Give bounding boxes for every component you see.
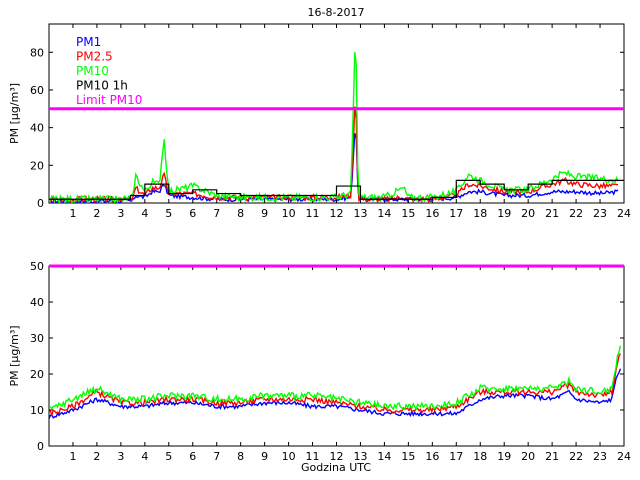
- x-tick-label: 5: [165, 207, 172, 220]
- y-tick-label: 40: [30, 122, 44, 135]
- x-tick-label: 2: [93, 450, 100, 463]
- x-tick-label: 14: [377, 450, 391, 463]
- x-tick-label: 6: [189, 207, 196, 220]
- x-tick-label: 19: [497, 207, 511, 220]
- legend-entry: PM1: [76, 35, 101, 49]
- x-tick-label: 20: [521, 450, 535, 463]
- x-tick-label: 14: [377, 207, 391, 220]
- x-tick-label: 24: [617, 207, 631, 220]
- y-tick-label: 60: [30, 84, 44, 97]
- x-tick-label: 8: [237, 207, 244, 220]
- x-tick-label: 15: [401, 450, 415, 463]
- y-tick-label: 30: [30, 332, 44, 345]
- x-tick-label: 9: [261, 207, 268, 220]
- x-tick-label: 18: [473, 207, 487, 220]
- x-tick-label: 10: [282, 450, 296, 463]
- x-tick-label: 5: [165, 450, 172, 463]
- x-tick-label: 22: [569, 450, 583, 463]
- x-tick-label: 24: [617, 450, 631, 463]
- y-axis-label: PM [μg/m³]: [8, 325, 21, 386]
- x-tick-label: 21: [545, 450, 559, 463]
- x-tick-label: 15: [401, 207, 415, 220]
- x-tick-label: 17: [449, 207, 463, 220]
- top-chart: 1 2 3 4 5 6 7 8 9 10 11 12 13 14 15 16 17 18 19 20 21 22 23 240…: [8, 23, 631, 220]
- x-tick-label: 17: [449, 450, 463, 463]
- x-axis-label: Godzina UTC: [301, 461, 371, 474]
- x-tick-label: 8: [237, 450, 244, 463]
- plot-frame: [48, 265, 625, 447]
- legend-entry: PM2.5: [76, 50, 113, 64]
- x-tick-label: 7: [213, 207, 220, 220]
- x-tick-label: 13: [353, 207, 367, 220]
- x-tick-label: 4: [141, 450, 148, 463]
- x-tick-label: 1: [69, 207, 76, 220]
- x-tick-label: 11: [306, 450, 320, 463]
- x-tick-label: 7: [213, 450, 220, 463]
- bottom-chart: 1 2 3 4 5 6 7 8 9 10 11 12 13 14 15 16 17 18 19 20 21 22 23 240…: [8, 260, 631, 463]
- y-tick-label: 50: [30, 260, 44, 273]
- x-tick-label: 2: [93, 207, 100, 220]
- series-line: [49, 353, 621, 418]
- legend-entry: Limit PM10: [76, 93, 142, 107]
- y-tick-label: 20: [30, 368, 44, 381]
- x-tick-label: 19: [497, 450, 511, 463]
- x-tick-label: 11: [306, 207, 320, 220]
- legend-entry: PM10 1h: [76, 79, 128, 93]
- x-tick-label: 3: [117, 450, 124, 463]
- y-axis-label: PM [μg/m³]: [8, 83, 21, 144]
- y-tick-label: 80: [30, 46, 44, 59]
- x-tick-label: 16: [425, 450, 439, 463]
- x-tick-label: 21: [545, 207, 559, 220]
- x-tick-label: 20: [521, 207, 535, 220]
- legend-entry: PM10: [76, 64, 109, 78]
- y-tick-label: 0: [37, 197, 44, 210]
- series-line: [49, 133, 619, 203]
- x-tick-label: 13: [353, 450, 367, 463]
- x-tick-label: 12: [330, 207, 344, 220]
- series-step-line: [49, 179, 624, 200]
- x-tick-label: 12: [330, 450, 344, 463]
- x-tick-label: 22: [569, 207, 583, 220]
- x-tick-label: 4: [141, 207, 148, 220]
- x-tick-label: 1: [69, 450, 76, 463]
- y-tick-label: 20: [30, 159, 44, 172]
- y-tick-label: 10: [30, 404, 44, 417]
- y-tick-label: 40: [30, 296, 44, 309]
- x-tick-label: 6: [189, 450, 196, 463]
- chart-title: 16-8-2017: [308, 6, 365, 19]
- x-tick-label: 16: [425, 207, 439, 220]
- y-tick-label: 0: [37, 440, 44, 453]
- x-tick-label: 23: [593, 207, 607, 220]
- x-tick-label: 23: [593, 450, 607, 463]
- x-tick-label: 10: [282, 207, 296, 220]
- x-tick-label: 18: [473, 450, 487, 463]
- x-tick-label: 9: [261, 450, 268, 463]
- series-line: [49, 51, 619, 203]
- series-line: [49, 345, 622, 411]
- x-tick-label: 3: [117, 207, 124, 220]
